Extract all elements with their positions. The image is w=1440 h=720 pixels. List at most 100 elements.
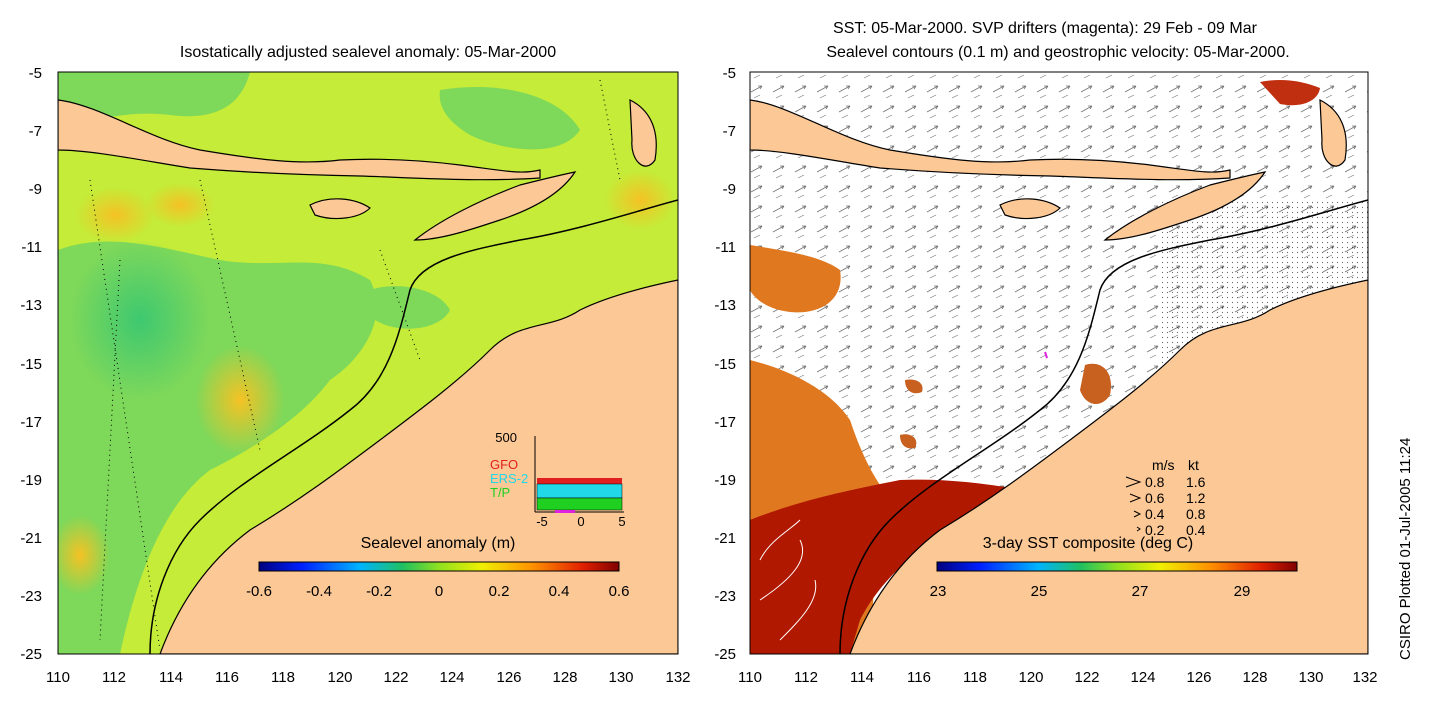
velocity-legend-kt: 0.4 bbox=[1186, 522, 1206, 538]
lat-tick: -15 bbox=[714, 356, 736, 373]
sealevel-colorbar: Sealevel anomaly (m) -0.6 -0.4 -0.2 0 0.… bbox=[246, 535, 629, 600]
lon-tick: 130 bbox=[1298, 669, 1323, 686]
lon-tick: 110 bbox=[46, 669, 70, 686]
left-high-anomaly-1 bbox=[195, 345, 285, 455]
velocity-legend-header-kt: kt bbox=[1188, 457, 1199, 473]
histogram-xtick: -5 bbox=[536, 514, 548, 529]
left-sumba-island bbox=[309, 198, 371, 220]
sla-tick: 0.6 bbox=[609, 583, 630, 600]
altimeter-histogram: 500 GFO ERS-2 T/P -5 0 5 bbox=[490, 430, 626, 529]
sst-tick: 29 bbox=[1234, 583, 1251, 600]
lon-tick: 130 bbox=[608, 669, 633, 686]
left-lat-axis: -5 -7 -9 -11 -13 -15 -17 -19 -21 -23 -25 bbox=[20, 65, 42, 663]
lon-tick: 118 bbox=[963, 669, 987, 686]
left-high-anomaly-4 bbox=[58, 515, 110, 595]
lat-tick: -11 bbox=[715, 239, 736, 256]
lat-tick: -9 bbox=[723, 181, 736, 198]
lon-tick: 122 bbox=[383, 669, 408, 686]
sst-red-patch-north bbox=[1260, 80, 1320, 106]
lat-tick: -21 bbox=[714, 530, 736, 547]
velocity-legend: m/s kt 0.8 1.6 0.6 1.2 0.4 0.8 0.2 0.4 bbox=[1125, 457, 1206, 538]
right-panel-title-1: SST: 05-Mar-2000. SVP drifters (magenta)… bbox=[833, 20, 1258, 37]
lon-tick: 112 bbox=[102, 669, 126, 686]
lat-tick: -15 bbox=[20, 356, 42, 373]
histogram-legend-ers2: ERS-2 bbox=[490, 471, 528, 486]
plot-credit: CSIRO Plotted 01-Jul-2005 11:24 bbox=[1397, 438, 1414, 660]
histogram-ymax: 500 bbox=[495, 430, 517, 445]
velocity-arrow-icon bbox=[1125, 476, 1142, 488]
sla-tick: 0 bbox=[435, 583, 443, 600]
velocity-legend-ms: 0.6 bbox=[1145, 490, 1165, 506]
left-shelf-contour bbox=[149, 199, 678, 654]
velocity-arrow-icon bbox=[1136, 526, 1141, 532]
left-lon-axis: 110 112 114 116 118 120 122 124 126 128 … bbox=[46, 669, 690, 686]
right-panel-title-2: Sealevel contours (0.1 m) and geostrophi… bbox=[826, 44, 1289, 61]
lon-tick: 118 bbox=[271, 669, 295, 686]
left-map-frame bbox=[57, 71, 679, 655]
lon-tick: 126 bbox=[496, 669, 521, 686]
left-australia-land bbox=[159, 279, 678, 654]
lon-tick: 120 bbox=[327, 669, 352, 686]
lon-tick: 124 bbox=[1130, 669, 1155, 686]
lat-tick: -17 bbox=[20, 414, 42, 431]
velocity-legend-kt: 1.2 bbox=[1186, 490, 1206, 506]
velocity-legend-header-ms: m/s bbox=[1152, 457, 1175, 473]
lon-tick: 120 bbox=[1018, 669, 1043, 686]
velocity-legend-kt: 0.8 bbox=[1186, 506, 1206, 522]
lat-tick: -25 bbox=[714, 646, 736, 663]
lon-tick: 132 bbox=[1352, 669, 1377, 686]
velocity-arrow-icon bbox=[1133, 510, 1142, 518]
right-map-frame bbox=[749, 71, 1369, 655]
lat-tick: -25 bbox=[20, 646, 42, 663]
lat-tick: -5 bbox=[29, 65, 42, 82]
histogram-bars-cyan bbox=[536, 483, 623, 499]
sla-tick: -0.6 bbox=[246, 583, 272, 600]
sst-tick: 27 bbox=[1132, 583, 1149, 600]
lat-tick: -5 bbox=[723, 65, 736, 82]
left-panel-title: Isostatically adjusted sealevel anomaly:… bbox=[180, 44, 556, 61]
histogram-legend-gfo: GFO bbox=[490, 457, 518, 472]
sla-tick: -0.4 bbox=[306, 583, 332, 600]
sst-contours bbox=[759, 519, 817, 641]
lon-tick: 114 bbox=[159, 669, 183, 686]
velocity-legend-ms: 0.8 bbox=[1145, 474, 1165, 490]
lat-tick: -7 bbox=[29, 123, 42, 140]
histogram-legend-tp: T/P bbox=[490, 485, 510, 500]
left-low-anomaly-northeast bbox=[439, 86, 580, 150]
svp-drifter-track bbox=[1044, 351, 1048, 359]
left-tanimbar-islands bbox=[629, 99, 657, 167]
sst-orange-patch-northwest bbox=[750, 245, 841, 313]
left-map-panel: Isostatically adjusted sealevel anomaly:… bbox=[20, 44, 690, 686]
sealevel-colorbar-label: Sealevel anomaly (m) bbox=[361, 535, 516, 552]
left-java-flores-islands bbox=[58, 99, 541, 181]
lon-tick: 128 bbox=[552, 669, 577, 686]
right-timor-island bbox=[1103, 171, 1267, 241]
sst-colorbar: 3-day SST composite (deg C) 23 25 27 29 bbox=[930, 535, 1298, 600]
sealevel-colorbar-gradient bbox=[258, 561, 620, 572]
lat-tick: -17 bbox=[714, 414, 736, 431]
lon-tick: 110 bbox=[738, 669, 762, 686]
histogram-drifter-marks bbox=[555, 510, 575, 513]
lon-tick: 128 bbox=[1242, 669, 1267, 686]
sla-tick: 0.2 bbox=[489, 583, 510, 600]
sst-colorbar-label: 3-day SST composite (deg C) bbox=[983, 535, 1193, 552]
right-map-panel: SST: 05-Mar-2000. SVP drifters (magenta)… bbox=[714, 20, 1377, 686]
right-sumba-island bbox=[999, 198, 1061, 220]
right-lat-axis: -5 -7 -9 -11 -13 -15 -17 -19 -21 -23 -25 bbox=[714, 65, 736, 663]
lat-tick: -23 bbox=[20, 588, 42, 605]
lon-tick: 116 bbox=[907, 669, 931, 686]
right-java-flores-islands bbox=[750, 99, 1231, 181]
right-australia-land bbox=[849, 279, 1368, 654]
lon-tick: 126 bbox=[1186, 669, 1211, 686]
right-shelf-contour bbox=[839, 199, 1368, 654]
sst-tick: 25 bbox=[1031, 583, 1048, 600]
histogram-bars-green bbox=[536, 497, 623, 511]
lat-tick: -7 bbox=[723, 123, 736, 140]
sla-tick: -0.2 bbox=[366, 583, 392, 600]
left-low-anomaly-central bbox=[370, 286, 450, 329]
lon-tick: 124 bbox=[439, 669, 464, 686]
lon-tick: 122 bbox=[1074, 669, 1099, 686]
left-timor-island bbox=[413, 171, 577, 241]
left-high-anomaly-5 bbox=[605, 170, 675, 230]
histogram-xtick: 5 bbox=[618, 514, 625, 529]
